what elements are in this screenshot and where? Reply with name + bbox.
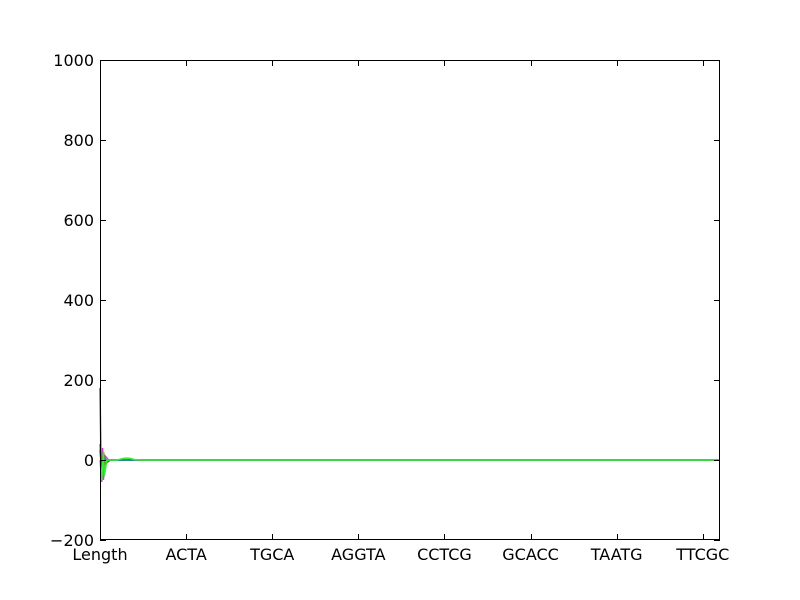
x-tick-label: TGCA (249, 545, 294, 564)
y-tick-label: 200 (63, 371, 94, 390)
y-tick-label: 1000 (53, 51, 94, 70)
x-tick-label: AGGTA (331, 545, 385, 564)
x-axis: Length ACTA TGCA AGGTA CCTCG GCACC TAATG TTCGC (72, 60, 729, 564)
y-tick-label: 600 (63, 211, 94, 230)
x-tick-label: Length (72, 545, 127, 564)
series-line-3 (99, 451, 720, 481)
x-tick-label: TTCGC (675, 545, 729, 564)
y-tick-label: −200 (50, 531, 94, 550)
series-layer (99, 387, 720, 483)
y-tick-label: 400 (63, 291, 94, 310)
x-tick-label: ACTA (165, 545, 206, 564)
series-line-2 (99, 387, 720, 467)
y-axis: −200 0 200 400 600 800 1000 (50, 51, 720, 550)
series-line-0 (99, 443, 720, 483)
x-tick-label: GCACC (502, 545, 559, 564)
series-line-1 (99, 449, 720, 469)
plot-frame (100, 60, 720, 540)
y-tick-label: 0 (84, 451, 94, 470)
x-tick-label: CCTCG (417, 545, 472, 564)
x-tick-label: TAATG (590, 545, 643, 564)
y-tick-label: 800 (63, 131, 94, 150)
